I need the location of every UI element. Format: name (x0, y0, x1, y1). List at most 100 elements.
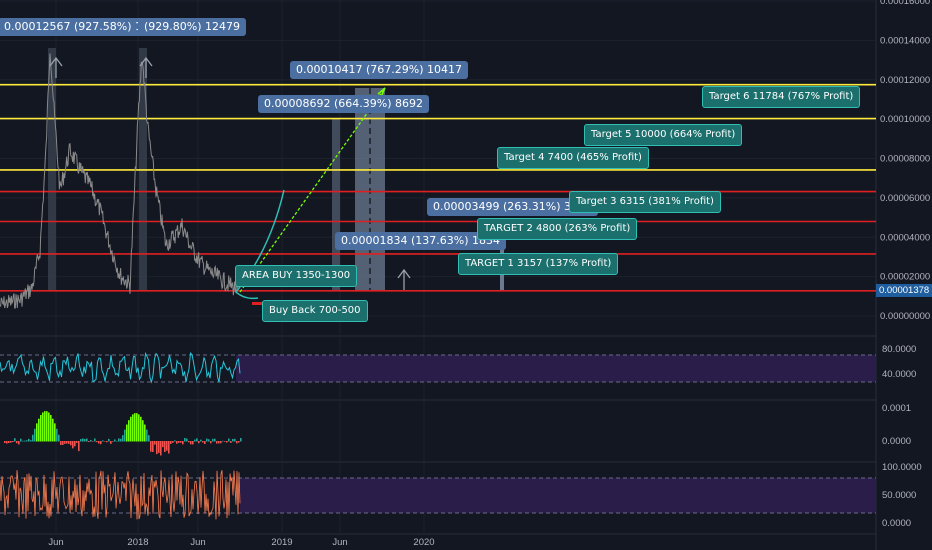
histogram-bar (10, 441, 12, 443)
indicator-series (0, 351, 242, 520)
histogram-bar (106, 441, 108, 443)
histogram-bar (62, 441, 64, 445)
x-tick-label: Jun (190, 537, 205, 548)
histogram-bar (182, 441, 184, 445)
histogram-bar (64, 441, 66, 444)
histogram-bar (162, 441, 164, 448)
histogram-bar (128, 420, 130, 442)
x-tick-label: 2020 (413, 537, 434, 548)
histogram-bar (196, 438, 198, 442)
up-arrow-marker (139, 56, 153, 78)
histogram-bar (8, 441, 10, 443)
histogram-bar (238, 441, 240, 443)
histogram-bar (66, 441, 68, 444)
histogram-bar (186, 438, 188, 442)
histogram-bar (32, 434, 34, 442)
histogram-bar (234, 438, 236, 442)
histogram-bar (178, 441, 180, 443)
price-line (0, 53, 239, 309)
target-4-callout: Target 4 7400 (465% Profit) (497, 147, 649, 169)
histogram-bar (44, 411, 46, 442)
histogram-bar (120, 438, 122, 442)
projection-label-1834: 0.00001834 (137.63%) 1834 (335, 232, 506, 250)
projection-label-8692: 0.00008692 (664.39%) 8692 (258, 95, 429, 113)
histogram-bar (100, 441, 102, 445)
histogram-bar (116, 440, 118, 442)
histogram-bar (72, 441, 74, 449)
histogram-bar (160, 441, 162, 456)
histogram-bar (212, 438, 214, 442)
current-price-tag: 0.00001378 (876, 284, 932, 297)
oscillator-2-line (0, 470, 241, 520)
x-tick-label: 2018 (127, 537, 148, 548)
projection-line-2 (239, 87, 386, 293)
histogram-bar (206, 438, 208, 442)
histogram-bar (164, 441, 166, 453)
histogram-bar (192, 441, 194, 445)
histogram-bar (40, 415, 42, 442)
histogram-bar (84, 438, 86, 442)
histogram-bar (136, 413, 138, 442)
histogram-bar (132, 414, 134, 442)
histogram-bar (172, 441, 174, 443)
histogram-bar (134, 413, 136, 442)
area-buy-callout: AREA BUY 1350-1300 (235, 265, 358, 287)
histogram-bar (70, 441, 72, 446)
histogram-bar (156, 441, 158, 455)
histogram-bar (36, 423, 38, 442)
price-tick-label: 0.00016000 (880, 0, 930, 7)
histogram-bar (92, 441, 94, 442)
histogram-bar (24, 440, 26, 442)
histogram-bar (198, 441, 200, 444)
price-tick-label: 0.00012000 (880, 75, 930, 86)
histogram-bar (80, 439, 82, 442)
histogram-bar (46, 411, 48, 442)
histogram-bar (22, 440, 24, 442)
oscillator-2-tick: 100.0000 (882, 462, 922, 473)
histogram-bar (228, 438, 230, 442)
histogram-bar (214, 438, 216, 442)
oscillator-1-band (236, 355, 876, 382)
projection-label-10417: 0.00010417 (767.29%) 10417 (290, 61, 468, 79)
histogram-bar (180, 441, 182, 443)
histogram-bar (112, 441, 114, 442)
histogram-bar (150, 441, 152, 452)
price-tick-label: 0.00000000 (880, 311, 930, 322)
histogram-bar (104, 441, 106, 442)
histogram-bar (138, 414, 140, 442)
histogram-bar (88, 441, 90, 443)
histogram-bar (148, 435, 150, 442)
histogram-bar (68, 441, 70, 444)
histogram-bar (52, 418, 54, 442)
histogram-bar (56, 428, 58, 442)
histogram-bar (174, 440, 176, 442)
histogram-bar (232, 438, 234, 442)
peak-label-1: 0.00012567 (927.58%) 12567 (0, 18, 176, 36)
histogram-bar (126, 424, 128, 442)
oscillator-1-line (0, 351, 241, 384)
target-1-callout: TARGET 1 3157 (137% Profit) (458, 253, 619, 275)
histogram-bar (194, 439, 196, 442)
histogram-bar (54, 423, 56, 442)
histogram-bar (18, 441, 20, 445)
histogram-bar (240, 438, 242, 442)
buy-back-marker (252, 302, 264, 305)
histogram-bar (108, 438, 110, 442)
arrow-head-1 (377, 87, 386, 98)
target-3-callout: Target 3 6315 (381% Profit) (569, 191, 721, 213)
histogram-bar (200, 439, 202, 442)
price-tick-label: 0.00014000 (880, 35, 930, 46)
price-series (0, 53, 239, 309)
price-tick-label: 0.00004000 (880, 232, 930, 243)
histogram-bar (94, 438, 96, 442)
histogram-bar (12, 441, 14, 443)
histogram-bar (34, 428, 36, 442)
histogram-bar (30, 440, 32, 442)
histogram-bar (76, 441, 78, 443)
histogram-bar (26, 440, 28, 442)
axes: Jun 2018 Jun 2019 Jun 2020 0.00000000 0.0000200… (48, 0, 930, 548)
histogram-bar (140, 416, 142, 442)
histogram-bar (78, 441, 80, 452)
projection-bar-1 (332, 118, 340, 291)
